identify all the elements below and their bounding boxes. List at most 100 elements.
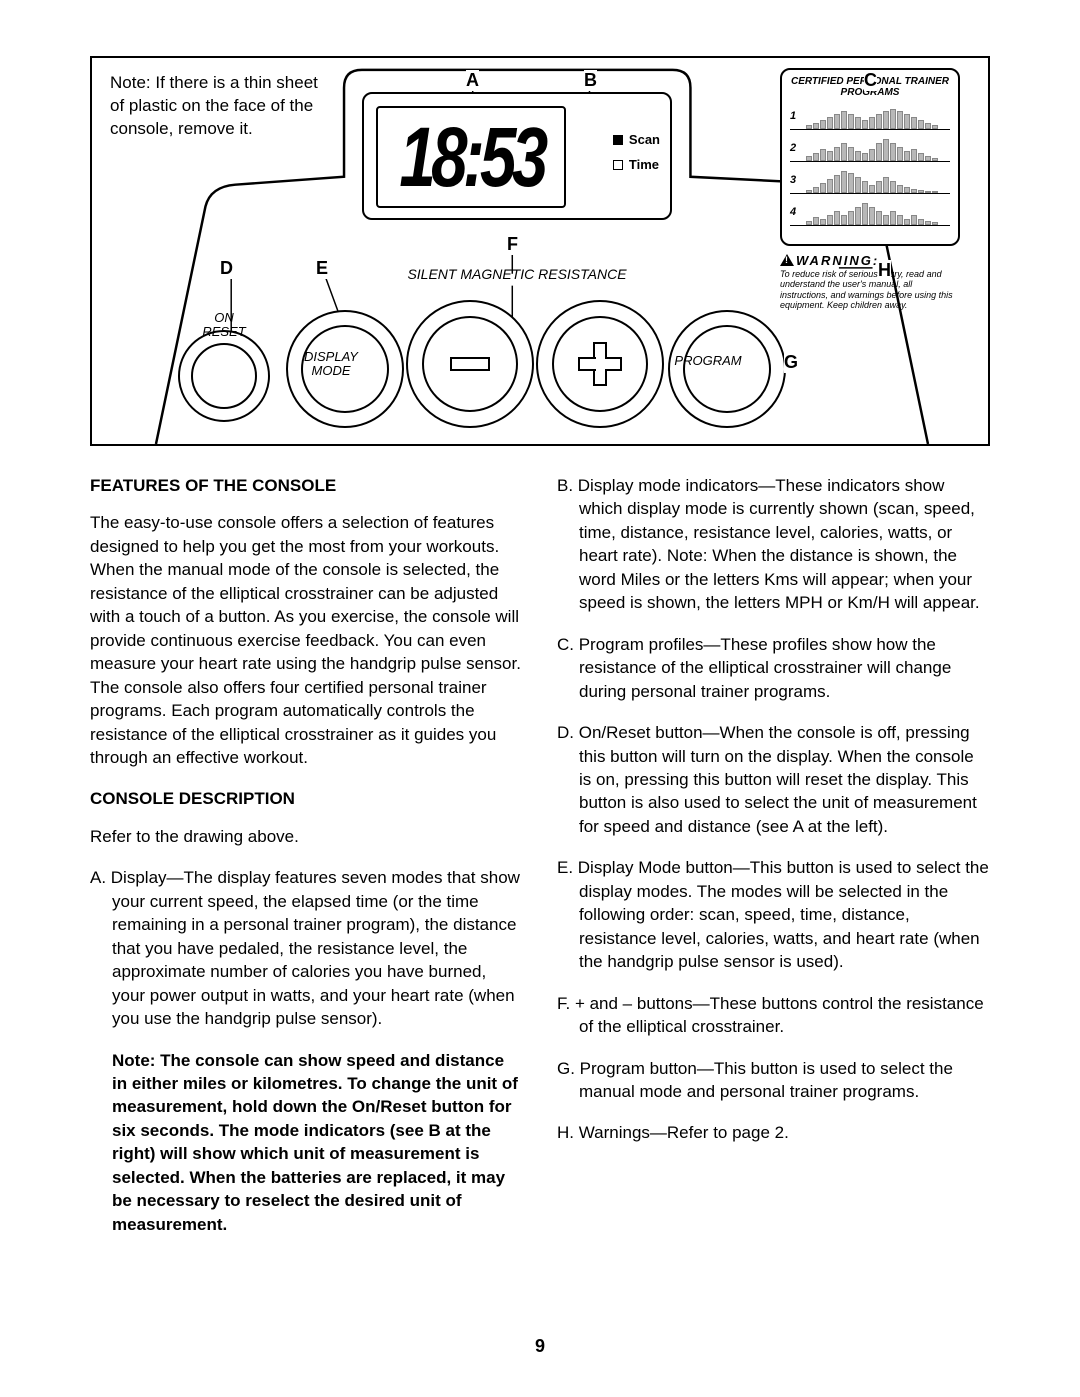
profile-bar [848,147,854,161]
callout-a: A [466,70,479,91]
profile-bar [841,143,847,161]
profile-bar [827,215,833,225]
program-profiles-box: CERTIFIED PERSONAL TRAINER PROGRAMS 1234 [780,68,960,246]
profile-bar [820,219,826,225]
profile-bar [820,149,826,161]
item-h: H. Warnings—Refer to page 2. [557,1121,990,1144]
profile-bar [876,181,882,193]
program-profile-row: 3 [790,166,950,194]
profile-bar [869,117,875,129]
profile-bar [806,156,812,161]
minus-button[interactable] [406,300,534,428]
program-bars [802,102,950,129]
profile-bar [855,117,861,129]
profile-bar [883,215,889,225]
profile-bar [806,125,812,129]
profile-bar [911,117,917,129]
profile-bar [925,156,931,161]
mode-indicators: Scan Time [613,132,660,182]
program-profile-row: 2 [790,134,950,162]
profile-bar [813,153,819,161]
profile-bar [841,215,847,225]
profile-bar [890,109,896,129]
item-a: A. Display—The display features seven mo… [90,866,523,1030]
profile-bar [918,153,924,161]
console-diagram: Note: If there is a thin sheet of plasti… [90,56,990,446]
profile-bar [876,114,882,129]
profile-bar [876,143,882,161]
profile-bar [855,177,861,193]
profile-bar [925,191,931,193]
profile-bar [897,147,903,161]
scan-label: Scan [629,132,660,147]
profile-bar [883,139,889,161]
on-reset-button[interactable] [178,330,270,422]
desc-heading: CONSOLE DESCRIPTION [90,787,523,810]
profile-bar [806,221,812,225]
profile-bar [827,117,833,129]
warning-title: WARNING: [796,253,879,268]
profile-bar [932,191,938,193]
item-f: F. + and – buttons—These buttons control… [557,992,990,1039]
callout-b: B [584,70,597,91]
profile-bar [834,147,840,161]
profile-bar [848,211,854,225]
minus-icon [450,357,490,371]
on-reset-label: ONRESET [198,311,250,340]
callout-e: E [316,258,328,279]
refer-para: Refer to the drawing above. [90,825,523,848]
item-g: G. Program button—This button is used to… [557,1057,990,1104]
profile-bar [904,219,910,225]
profile-bar [813,187,819,193]
callout-c: C [864,70,877,91]
profile-bar [862,203,868,225]
profile-bar [897,185,903,193]
program-label: PROGRAM [668,354,748,368]
profile-bar [876,211,882,225]
profile-bar [834,211,840,225]
item-d: D. On/Reset button—When the console is o… [557,721,990,838]
program-button[interactable] [668,310,786,428]
warning-text: To reduce risk of serious injury, read a… [780,269,960,310]
profile-bar [820,120,826,129]
profile-bar [806,190,812,193]
display-panel: 18:53 Scan Time [362,92,672,220]
page-number: 9 [0,1336,1080,1357]
profile-bar [897,111,903,129]
program-profile-row: 1 [790,102,950,130]
plus-button[interactable] [536,300,664,428]
callout-g: G [784,352,798,373]
profile-bar [848,114,854,129]
note-text: Note: If there is a thin sheet of plasti… [110,72,320,141]
profile-bar [820,183,826,193]
profile-bar [932,222,938,225]
profile-bar [841,111,847,129]
callout-f: F [507,234,518,255]
profile-bar [904,187,910,193]
profile-bar [883,177,889,193]
features-para: The easy-to-use console offers a selecti… [90,511,523,769]
callout-h: H [878,260,891,281]
profile-bar [827,151,833,161]
smr-label: SILENT MAGNETIC RESISTANCE [364,266,670,282]
profile-bar [890,211,896,225]
profile-bar [911,215,917,225]
profile-bar [848,173,854,193]
item-b: B. Display mode indicators—These indicat… [557,474,990,615]
item-e: E. Display Mode button—This button is us… [557,856,990,973]
warning-icon [780,254,794,266]
lcd-value: 18:53 [399,109,543,206]
time-indicator-box [613,160,623,170]
profile-bar [855,207,861,225]
profile-bar [918,120,924,129]
profile-bar [918,190,924,193]
profile-bar [869,149,875,161]
right-column: B. Display mode indicators—These indicat… [557,474,990,1254]
program-bars [802,198,950,225]
profile-bar [883,111,889,129]
profile-bar [897,215,903,225]
profile-bar [834,175,840,193]
time-label: Time [629,157,659,172]
profile-bar [827,179,833,193]
profile-bar [813,217,819,225]
